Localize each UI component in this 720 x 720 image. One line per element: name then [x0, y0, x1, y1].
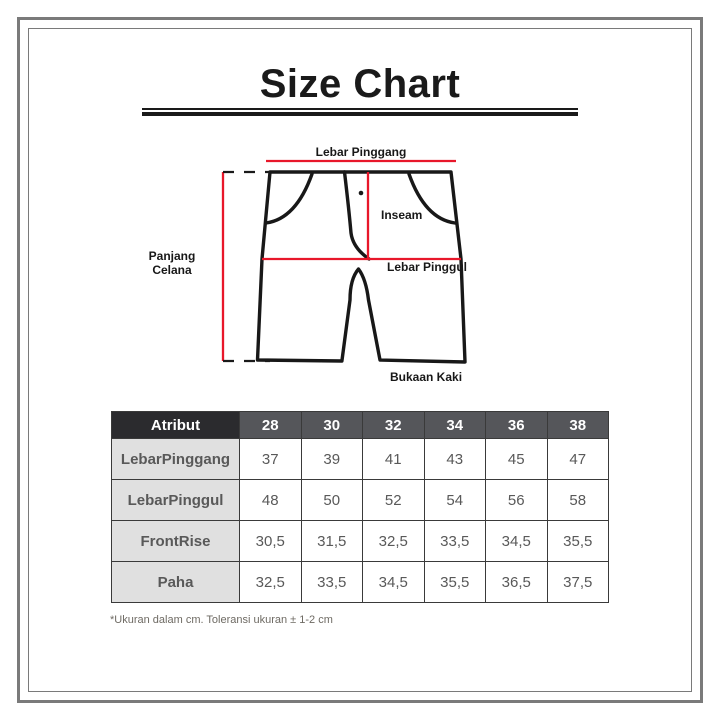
svg-text:Inseam: Inseam — [381, 208, 422, 222]
svg-text:Bukaan Kaki: Bukaan Kaki — [390, 370, 462, 384]
svg-text:Lebar Pinggul: Lebar Pinggul — [387, 260, 467, 274]
svg-text:Panjang: Panjang — [149, 249, 196, 263]
svg-text:Lebar Pinggang: Lebar Pinggang — [316, 145, 407, 159]
svg-text:Celana: Celana — [152, 263, 192, 277]
